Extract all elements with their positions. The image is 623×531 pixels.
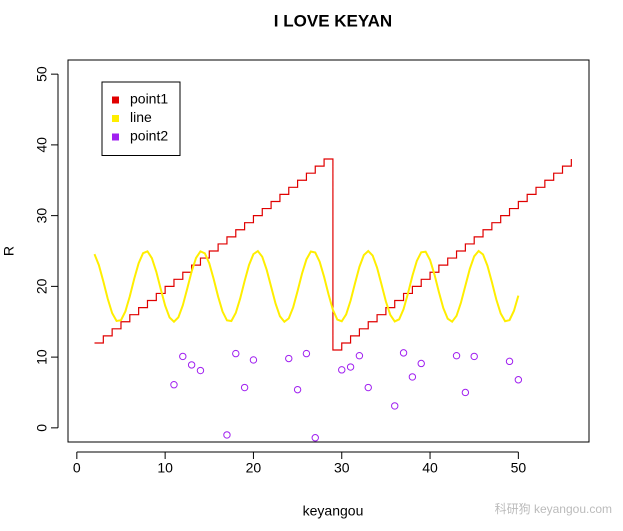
point: [196, 366, 205, 375]
point: [311, 434, 319, 442]
x-tick-label: 0: [73, 460, 81, 476]
step-line: [94, 158, 572, 351]
x-tick-label: 20: [246, 460, 262, 476]
point: [240, 383, 249, 392]
point: [514, 376, 523, 384]
point: [470, 352, 478, 361]
point: [364, 383, 372, 392]
y-tick-label: 50: [34, 66, 50, 82]
legend-label: line: [130, 109, 152, 125]
series-line: [93, 249, 520, 324]
point: [249, 356, 258, 364]
y-tick-label: 20: [34, 278, 50, 294]
x-tick-label: 40: [422, 460, 438, 476]
y-axis-label: R: [1, 246, 17, 256]
plot-box: [67, 59, 590, 443]
chart-title: I LOVE KEYAN: [274, 11, 392, 30]
point: [293, 385, 302, 394]
legend-swatch: [112, 115, 119, 122]
x-tick-label: 10: [157, 460, 173, 476]
point: [452, 351, 461, 360]
point: [223, 431, 231, 439]
y-tick-label: 30: [34, 208, 50, 224]
legend-label: point1: [130, 91, 168, 107]
legend-label: point2: [130, 128, 168, 144]
point: [338, 366, 346, 374]
watermark: 科研狗 keyangou.com: [495, 502, 612, 516]
point: [408, 373, 417, 381]
point: [505, 357, 514, 366]
legend-swatch: [112, 96, 119, 104]
point: [417, 359, 425, 368]
point: [346, 363, 355, 371]
point: [399, 349, 408, 357]
point: [391, 402, 399, 410]
point: [179, 352, 187, 361]
point: [170, 381, 178, 389]
point: [187, 361, 196, 369]
point: [285, 354, 293, 363]
legend-swatch: [112, 133, 119, 141]
point: [461, 388, 470, 397]
y-tick-label: 0: [34, 424, 50, 432]
x-axis-label: keyangou: [303, 503, 364, 519]
point: [232, 349, 240, 358]
x-tick-label: 50: [511, 460, 527, 476]
x-tick-label: 30: [334, 460, 350, 476]
point: [355, 351, 364, 360]
y-tick-label: 40: [34, 137, 50, 153]
point: [302, 349, 311, 358]
y-tick-label: 10: [34, 349, 50, 365]
